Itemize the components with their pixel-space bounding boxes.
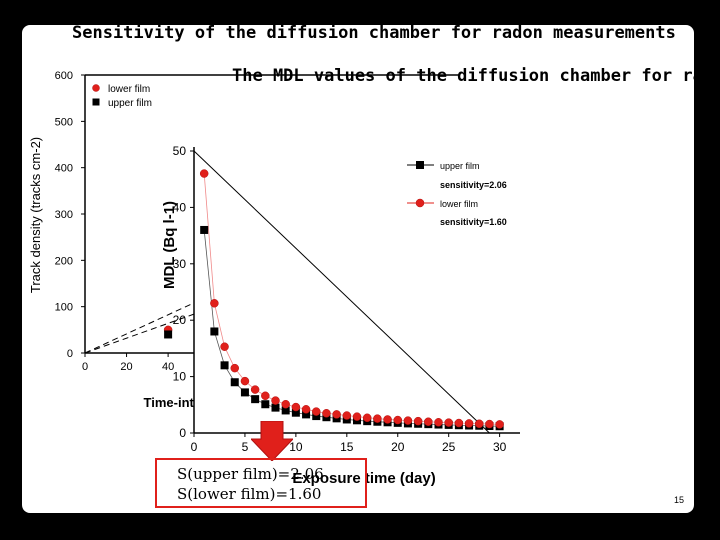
chart-canvas: 0204060801001201401601800100200300400500… (28, 70, 528, 487)
chart2-point-upper-film (210, 327, 219, 336)
chart2-point-upper-film (291, 408, 300, 417)
chart1-y-axis-label: Track density (tracks cm-2) (28, 137, 43, 293)
chart2-point-lower-film (291, 402, 301, 412)
chart2-point-lower-film (393, 415, 402, 425)
chart2-point-lower-film (342, 411, 352, 420)
chart2-legend-marker (416, 161, 424, 169)
chart2-y-tick-label: 50 (173, 144, 187, 158)
chart1-point-upper-film (164, 330, 173, 339)
chart2-x-tick-label: 20 (391, 440, 405, 454)
chart2-point-lower-film (250, 385, 260, 394)
chart2-point-lower-film (413, 416, 423, 426)
chart1-x-tick-label: 0 (82, 361, 88, 373)
chart2-point-upper-film (271, 403, 280, 412)
slide-title-mdl: The MDL values of the diffusion chamber … (232, 66, 694, 86)
chart2-point-lower-film (271, 396, 280, 405)
chart2-point-lower-film (454, 418, 464, 428)
chart2-point-lower-film (495, 420, 504, 429)
chart1-legend-label: lower film (108, 84, 150, 95)
chart2-point-lower-film (485, 419, 494, 429)
slide-title-sensitivity: Sensitivity of the diffusion chamber for… (72, 25, 676, 43)
chart1-y-tick-label: 400 (55, 163, 73, 175)
chart2-y-axis-label: MDL (Bq l-1) (161, 201, 178, 289)
chart-mdl: 0 5 10 15 20 25 30 0 10 20 30 40 50 upper film sensiti… (161, 144, 528, 487)
chart2-legend-label: upper film (440, 161, 480, 171)
chart2-point-lower-film (373, 414, 382, 423)
down-arrow-icon (251, 421, 293, 461)
chart2-point-lower-film (362, 413, 372, 423)
chart2-point-upper-film (220, 361, 229, 370)
chart2-point-lower-film (199, 169, 209, 178)
chart1-x-tick-label: 20 (120, 361, 132, 373)
chart2-reference-line (193, 150, 490, 434)
chart2-point-upper-film (230, 378, 239, 387)
chart2-legend-note: sensitivity=2.06 (440, 180, 507, 190)
chart2-point-upper-film (281, 406, 290, 415)
chart2-point-lower-film (403, 416, 413, 425)
chart2-point-lower-film (261, 391, 270, 401)
chart2-legend-label: lower film (440, 199, 478, 209)
chart2-point-lower-film (352, 412, 362, 421)
chart2-point-upper-film (200, 225, 209, 234)
chart2-x-tick-label: 5 (242, 440, 249, 454)
sensitivity-result-box: S(upper film)=2.06 S(lower film)=1.60 (155, 458, 367, 508)
chart2-x-axis-label: Exposure time (day) (292, 470, 435, 487)
chart2-y-tick-label: 10 (173, 370, 187, 384)
chart2-point-lower-film (383, 415, 392, 424)
chart1-x-tick-label: 40 (162, 361, 174, 373)
chart2-point-lower-film (210, 299, 219, 308)
chart2-point-lower-film (281, 399, 290, 409)
chart2-point-upper-film (251, 395, 260, 404)
chart2-point-lower-film (464, 419, 474, 428)
chart2-point-lower-film (434, 418, 443, 427)
chart1-y-tick-label: 100 (55, 302, 73, 314)
chart2-point-lower-film (230, 363, 239, 373)
page-number: 15 (673, 495, 684, 505)
chart2-x-tick-label: 0 (191, 440, 198, 454)
chart2-point-lower-film (301, 405, 311, 414)
chart2-point-lower-film (240, 376, 250, 386)
chart2-x-tick-label: 25 (442, 440, 456, 454)
chart2-x-tick-label: 10 (289, 440, 303, 454)
chart2-point-lower-film (220, 342, 229, 351)
chart2-point-lower-film (332, 410, 341, 419)
chart2-point-upper-film (240, 388, 249, 397)
chart1-legend-marker (92, 98, 100, 106)
chart2-legend-marker (415, 198, 425, 208)
chart2-point-upper-film (302, 410, 311, 419)
chart2-y-tick-label: 40 (173, 200, 187, 214)
chart1-legend-label: upper film (108, 98, 152, 109)
chart2-y-tick-label: 20 (173, 313, 187, 327)
chart2-y-tick-label: 30 (173, 257, 187, 271)
chart1-y-tick-label: 200 (55, 255, 73, 267)
chart1-y-tick-label: 300 (55, 209, 73, 221)
slide: 0204060801001201401601800100200300400500… (22, 25, 694, 513)
chart1-y-tick-label: 0 (67, 348, 73, 360)
chart2-point-lower-film (322, 409, 331, 418)
chart1-legend-marker (92, 84, 100, 92)
chart1-y-tick-label: 500 (55, 116, 73, 128)
chart1-y-tick-label: 600 (55, 70, 73, 82)
chart2-point-lower-film (475, 419, 484, 429)
chart2-background (194, 147, 528, 437)
chart2-y-tick-label: 0 (179, 426, 186, 440)
chart2-point-upper-film (261, 400, 270, 409)
result-upper-film: S(upper film)=2.06 (177, 465, 324, 483)
chart2-point-lower-film (444, 418, 453, 427)
chart2-legend-note: sensitivity=1.60 (440, 217, 507, 227)
chart2-point-upper-film (312, 412, 321, 421)
result-lower-film: S(lower film)=1.60 (177, 485, 322, 503)
chart2-point-lower-film (424, 417, 433, 426)
chart2-x-tick-label: 30 (493, 440, 507, 454)
chart2-x-tick-label: 15 (340, 440, 354, 454)
chart2-point-lower-film (312, 407, 321, 416)
